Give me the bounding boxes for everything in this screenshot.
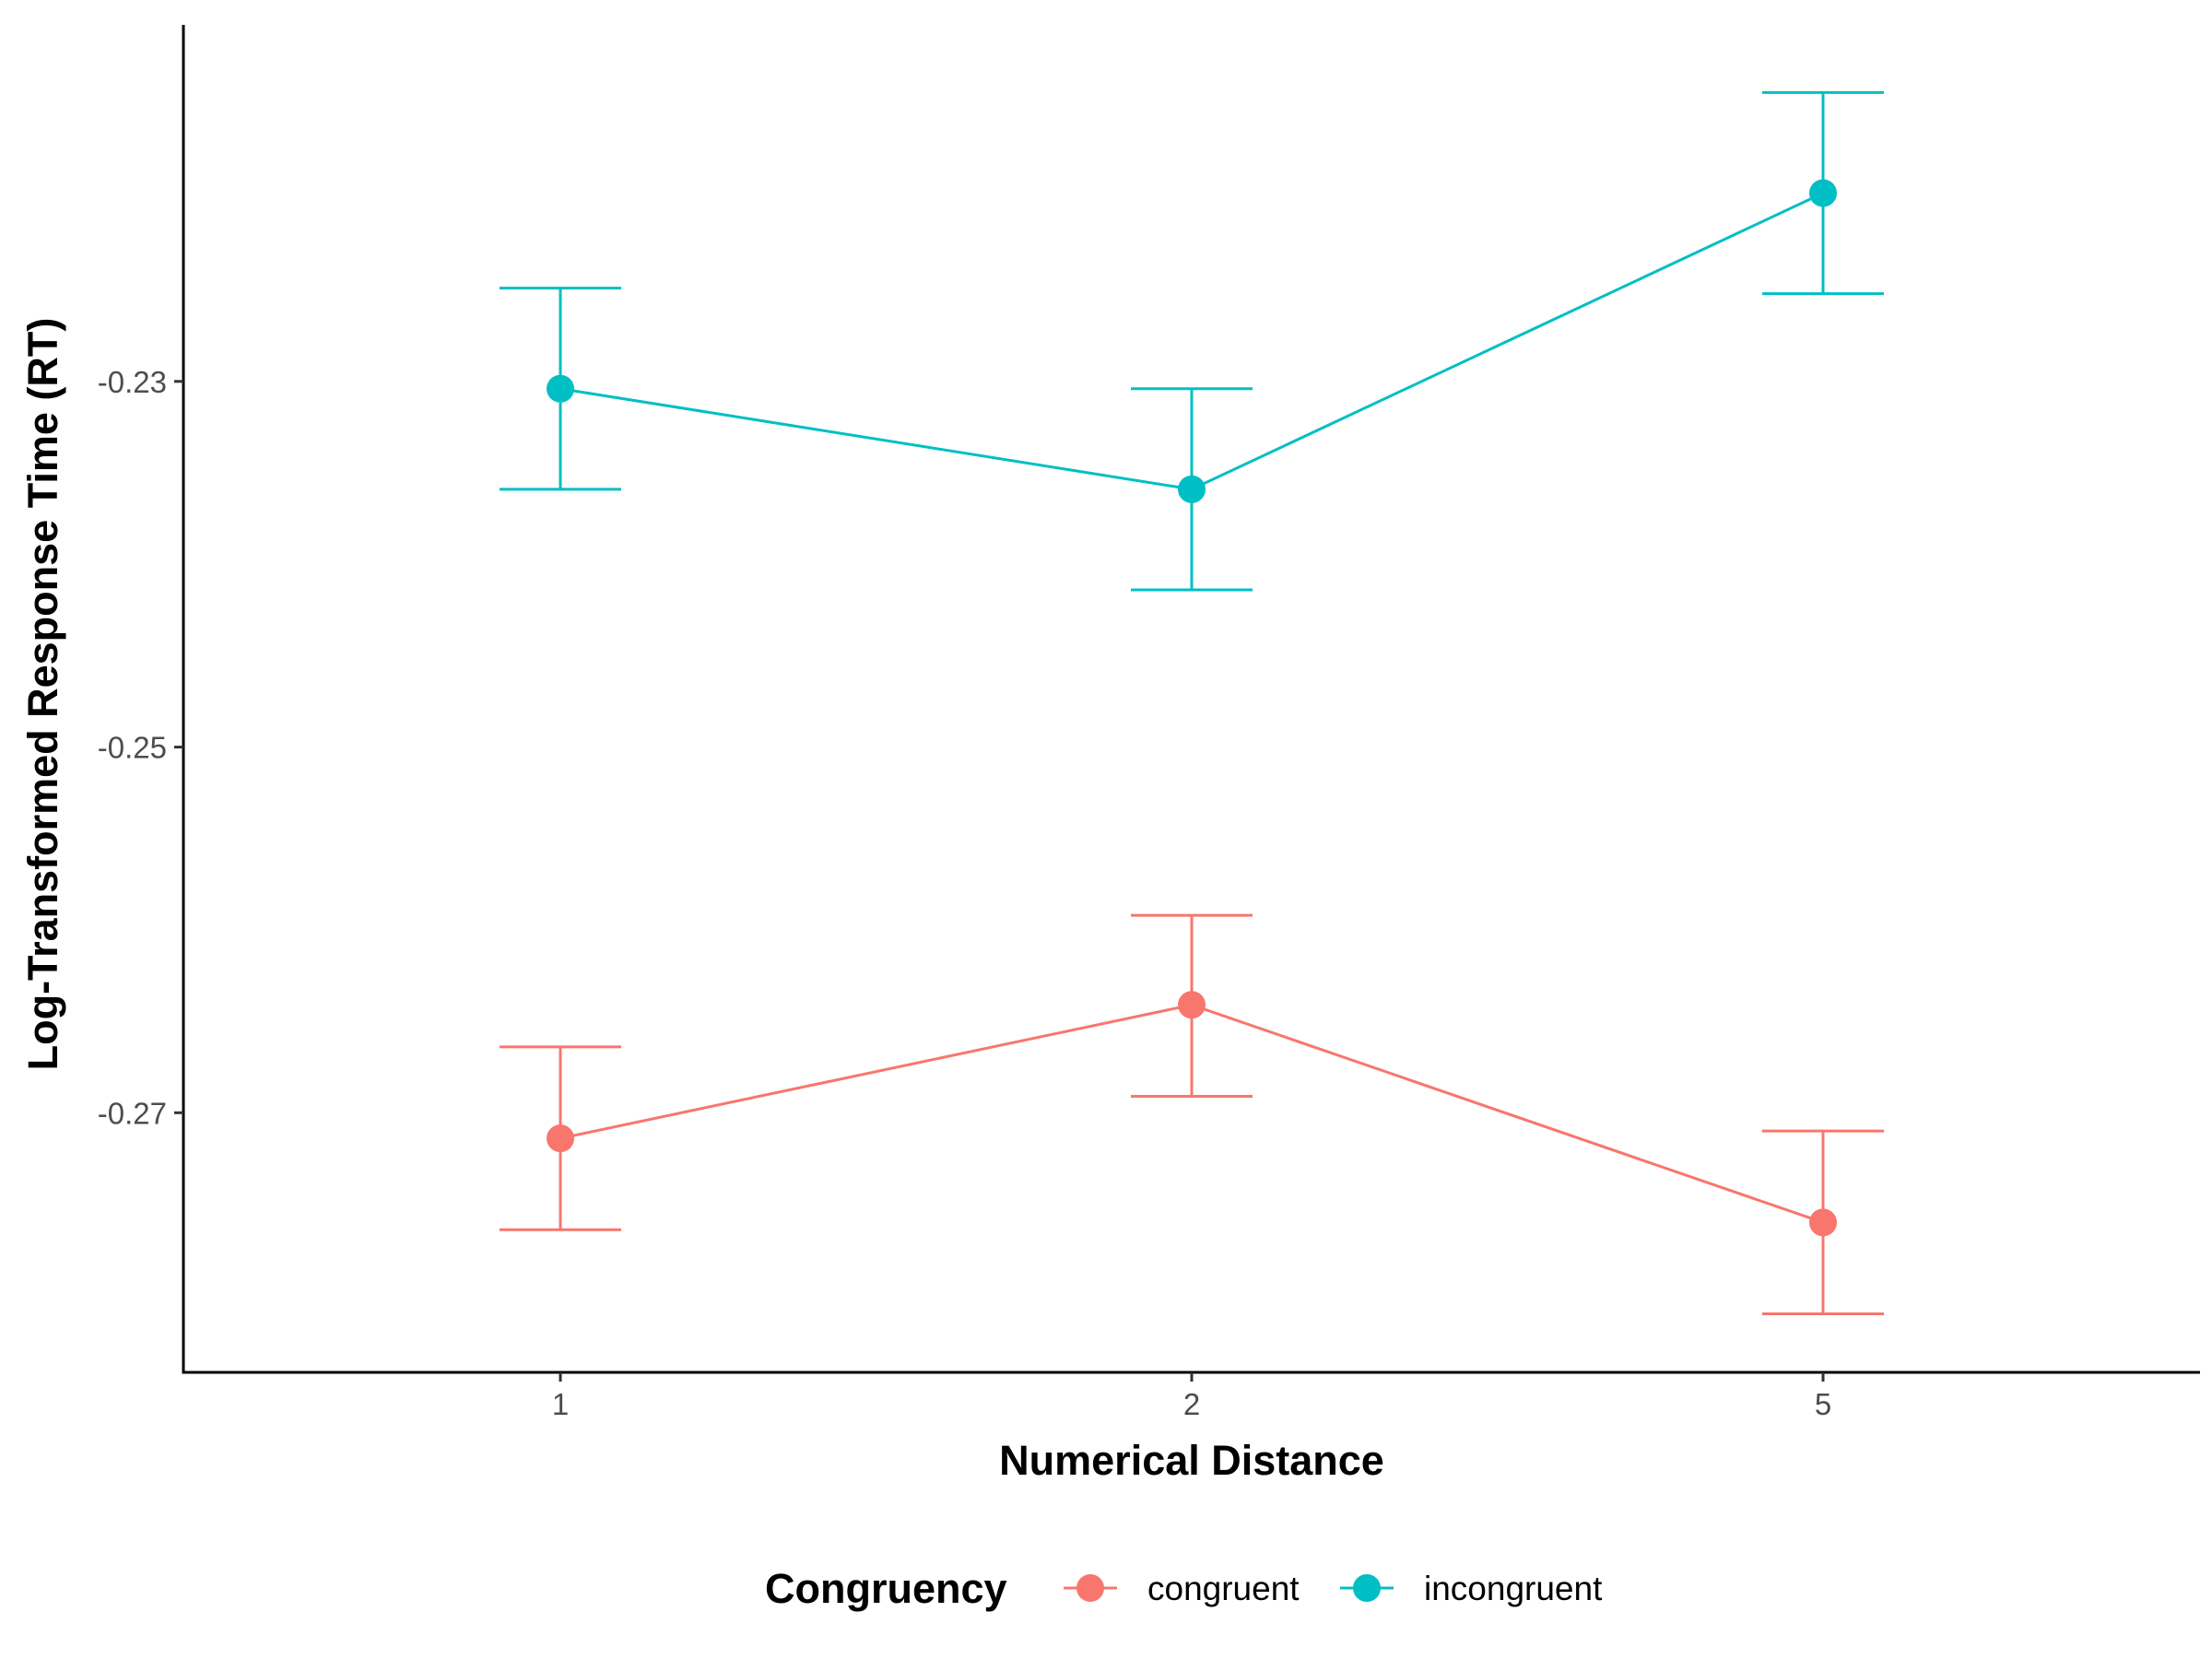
legend-item-congruent: congruent (1064, 1570, 1300, 1607)
data-point (1809, 1208, 1837, 1237)
y-tick-label: -0.23 (98, 365, 167, 399)
data-point (1809, 179, 1837, 207)
series-congruent (500, 913, 1884, 1316)
x-axis-title: Numerical Distance (999, 1437, 1384, 1484)
data-point (547, 1124, 574, 1153)
y-tick-label: -0.27 (98, 1096, 167, 1130)
legend-key-point-incongruent (1353, 1574, 1381, 1602)
legend-label-incongruent: incongruent (1424, 1570, 1603, 1607)
y-ticks: -0.23 -0.25 -0.27 (98, 365, 183, 1130)
data-point (1178, 475, 1206, 503)
legend-label-congruent: congruent (1147, 1570, 1300, 1607)
legend-key-point-congruent (1077, 1574, 1104, 1602)
y-axis-title: Log-Transformed Response Time (RT) (19, 318, 66, 1071)
legend-item-incongruent: incongruent (1340, 1570, 1603, 1607)
legend: Congruency congruent incongruent (765, 1565, 1603, 1612)
y-tick-label: -0.25 (98, 731, 167, 765)
series-incongruent (500, 90, 1884, 592)
data-point (547, 374, 574, 403)
x-tick-label: 5 (1815, 1387, 1831, 1421)
plot-marks (500, 90, 1884, 1316)
x-ticks: 1 2 5 (552, 1372, 1831, 1421)
x-tick-label: 2 (1183, 1387, 1200, 1421)
data-point (1178, 991, 1206, 1019)
x-tick-label: 1 (552, 1387, 569, 1421)
legend-title: Congruency (765, 1565, 1007, 1612)
